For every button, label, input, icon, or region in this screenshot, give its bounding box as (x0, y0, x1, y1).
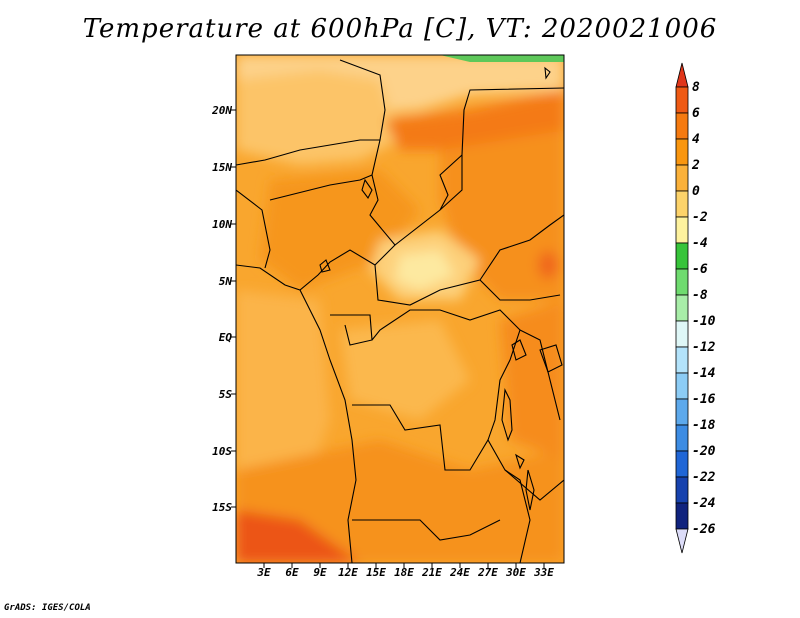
colorbar-swatch (675, 320, 689, 348)
lon-ticks (263, 563, 545, 568)
colorbar-swatch (675, 424, 689, 452)
lat-label-eq: EQ (218, 331, 232, 344)
colorbar-swatch (675, 450, 689, 478)
border-sahel (236, 59, 386, 166)
field-south-orange (236, 440, 564, 563)
border-nigeria-west (236, 189, 271, 269)
colorbar-label: -18 (692, 418, 716, 433)
field-red-spot (538, 251, 558, 279)
map-frame (235, 54, 565, 564)
colorbar-swatch (675, 190, 689, 218)
colorbar-label: -14 (692, 366, 716, 381)
lon-label-12e: 12E (338, 566, 358, 579)
colorbar-swatch (675, 164, 689, 192)
lon-label-3e: 3E (257, 566, 271, 579)
lat-label-15s: 15S (212, 501, 232, 514)
lon-label-9e: 9E (313, 566, 327, 579)
border-east (519, 329, 561, 421)
border-south-sudan (479, 214, 564, 281)
lake-malawi (525, 469, 535, 511)
lat-label-5n: 5N (218, 275, 232, 288)
colorbar-label: -4 (692, 236, 708, 251)
colorbar-swatch (675, 346, 689, 374)
field-southwest-red (236, 510, 360, 563)
lon-label-27e: 27E (478, 566, 498, 579)
lake-bioko (319, 259, 331, 273)
colorbar-label: -12 (692, 340, 716, 355)
lat-label-15n: 15N (212, 161, 232, 174)
border-drc-south (352, 404, 531, 563)
lake-mweru (515, 453, 525, 470)
lon-label-33e: 33E (534, 566, 554, 579)
borders (236, 59, 564, 563)
colorbar-label: -6 (692, 262, 708, 277)
field-warm-band (385, 90, 564, 150)
colorbar-label: 0 (692, 184, 700, 199)
lake-tanganyika (501, 388, 513, 442)
coast-gulf-guinea (236, 249, 376, 291)
colorbar-label: -26 (692, 522, 716, 537)
lake-chad (361, 178, 373, 200)
lon-label-21e: 21E (422, 566, 442, 579)
lat-ticks (231, 109, 236, 508)
colorbar-label: -22 (692, 470, 716, 485)
temperature-field (236, 55, 564, 563)
colorbar-bottom-arrow (675, 528, 689, 554)
lon-label-6e: 6E (285, 566, 299, 579)
lake-victoria (539, 344, 563, 373)
colorbar-swatch (675, 372, 689, 400)
lon-label-30e: 30E (506, 566, 526, 579)
colorbar-swatch (675, 476, 689, 504)
lon-label-18e: 18E (394, 566, 414, 579)
lat-label-20n: 20N (212, 104, 232, 117)
field-east-africa (500, 300, 564, 460)
colorbar-label: -16 (692, 392, 716, 407)
colorbar-swatch (675, 138, 689, 166)
field-central-lightest (395, 250, 455, 290)
border-zambia-east (504, 469, 564, 501)
colorbar-label: -24 (692, 496, 716, 511)
lat-label-10n: 10N (212, 218, 232, 231)
field-north-light (236, 70, 400, 165)
lat-label-5s: 5S (218, 388, 232, 401)
colorbar-label: -20 (692, 444, 716, 459)
field-congo (340, 320, 470, 420)
border-sudan-west (439, 154, 463, 211)
colorbar-top-arrow (675, 62, 689, 88)
colorbar-swatch (675, 242, 689, 270)
lat-label-10s: 10S (212, 445, 232, 458)
colorbar-swatch (675, 216, 689, 244)
border-angola-south (352, 519, 501, 541)
colorbar-label: 8 (692, 80, 700, 95)
border-car (374, 244, 561, 306)
colorbar-label: -8 (692, 288, 708, 303)
coast-red-sea (544, 66, 551, 80)
coast-west (299, 289, 357, 563)
colorbar-swatch (675, 398, 689, 426)
border-drc-north (371, 309, 521, 441)
lon-label-15e: 15E (366, 566, 386, 579)
colorbar-label: 4 (692, 132, 700, 147)
colorbar-label: -10 (692, 314, 716, 329)
colorbar-swatch (675, 502, 689, 530)
border-niger-nigeria (269, 174, 373, 201)
footer-credit: GrADS: IGES/COLA (4, 603, 91, 613)
lon-label-24e: 24E (450, 566, 470, 579)
field-green-patch (440, 55, 564, 62)
chart-title: Temperature at 600hPa [C], VT: 202002100… (82, 14, 718, 44)
colorbar-label: 2 (692, 158, 700, 173)
colorbar-swatch (675, 112, 689, 140)
colorbar-label: 6 (692, 106, 700, 121)
colorbar-swatch (675, 86, 689, 114)
colorbar-swatch (675, 294, 689, 322)
colorbar-swatch (675, 268, 689, 296)
lake-albert (511, 339, 527, 361)
colorbar (675, 62, 689, 554)
colorbar-label: -2 (692, 210, 708, 225)
